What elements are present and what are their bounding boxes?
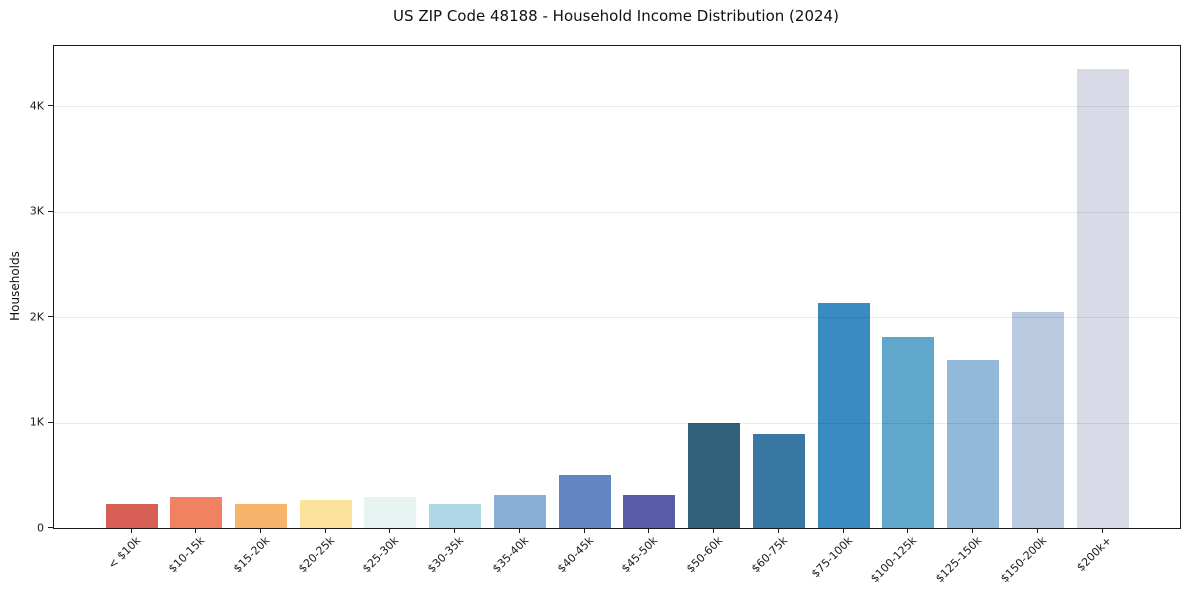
x-tick-mark [518,528,520,533]
y-tick-label: 1K [29,415,44,429]
y-tick-label: 0 [37,521,44,534]
x-tick-label: < $10k [105,534,143,572]
x-tick-mark [648,528,650,533]
x-tick-label: $60-75k [748,534,791,576]
x-tick-label: $25-30k [360,534,402,576]
gridline-4000 [54,106,1180,108]
y-tick-mark-3K [48,210,53,212]
x-tick-label: $35-40k [489,534,532,576]
y-tick-mark-0 [48,527,53,528]
x-tick-mark [777,528,779,533]
chart-title: US ZIP Code 48188 - Household Income Dis… [393,7,839,25]
x-tick-label: $20-25k [295,534,337,576]
bar-$20-25k [299,499,352,528]
bar-$40-45k [558,474,611,528]
bar-$30-35k [429,504,482,528]
y-axis-label: Households [8,251,22,321]
x-tick-label: $10-15k [166,534,208,576]
x-tick-mark [713,528,715,533]
bar-$25-30k [364,497,417,528]
bar-$200k+ [1076,69,1129,528]
bar-$15-20k [234,504,287,528]
bar-$50-60k [688,422,741,528]
bar-$125-150k [947,359,1000,528]
y-tick-mark-2K [48,316,53,318]
bar-$10-15k [170,497,223,528]
bar-$100-125k [882,337,935,528]
x-tick-mark [259,528,261,533]
plot-area [53,45,1181,529]
x-tick-mark [324,528,326,533]
x-tick-mark [195,528,197,533]
gridline-1000 [54,422,1180,424]
x-tick-label: $45-50k [619,534,661,576]
x-tick-mark [1036,528,1038,533]
x-tick-label: $125-150k [933,534,985,586]
bar-$35-40k [493,494,546,528]
x-tick-label: $75-100k [808,534,855,581]
gridline-2000 [54,317,1180,319]
x-tick-mark [389,528,391,533]
bar-$60-75k [752,433,805,528]
x-tick-label: $100-125k [868,534,920,586]
y-tick-label: 2K [29,310,44,324]
x-tick-mark [130,528,132,533]
x-tick-label: $200k+ [1073,534,1114,575]
x-tick-label: $50-60k [684,534,726,576]
x-tick-label: $15-20k [230,534,273,576]
bar-$150-200k [1011,311,1064,528]
y-tick-mark-4K [48,105,53,107]
y-tick-mark-1K [48,421,53,423]
x-tick-mark [1101,528,1103,533]
x-tick-label: $40-45k [554,534,596,576]
bar-< $10k [105,503,158,528]
x-tick-mark [454,528,456,533]
y-tick-label: 4K [29,99,44,113]
x-tick-mark [583,528,585,533]
x-tick-label: $30-35k [425,534,467,576]
x-tick-label: $150-200k [997,534,1049,586]
bar-$45-50k [623,494,676,528]
bar-$75-100k [817,303,870,528]
gridline-3000 [54,211,1180,213]
x-tick-mark [907,528,909,533]
x-tick-mark [972,528,974,533]
x-tick-mark [842,528,844,533]
y-tick-label: 3K [29,204,44,218]
